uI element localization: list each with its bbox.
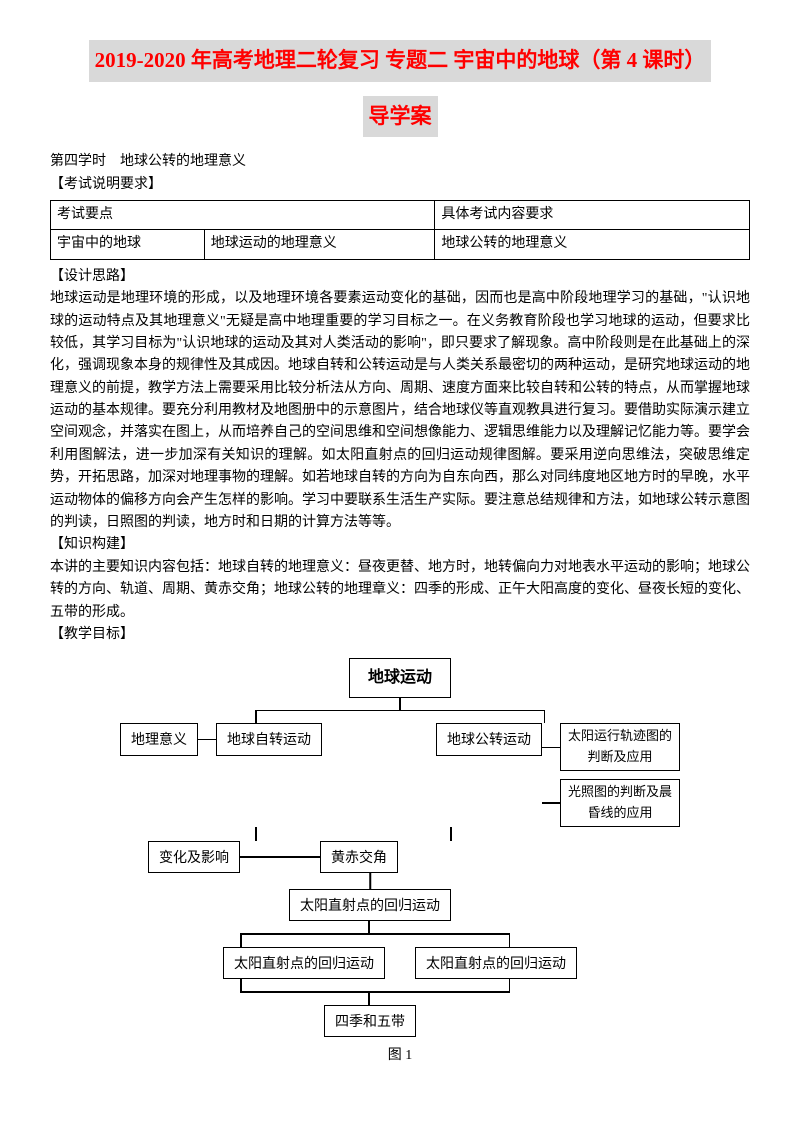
- flowchart: 地球运动 地理意义 地球自转运动 地球公转运动 太阳运行轨迹图的判断及应用: [120, 658, 680, 1067]
- table-cell: 地球公转的地理意义: [435, 230, 750, 259]
- node-change: 变化及影响: [148, 841, 240, 873]
- node-rotation: 地球自转运动: [216, 723, 322, 755]
- lesson-line: 第四学时 地球公转的地理意义: [50, 151, 750, 173]
- table-row: 考试要点 具体考试内容要求: [51, 200, 750, 229]
- section-goal: 【教学目标】: [50, 624, 750, 646]
- figure-caption: 图 1: [120, 1045, 680, 1067]
- main-title: 2019-2020 年高考地理二轮复习 专题二 宇宙中的地球（第 4 课时）: [89, 40, 712, 82]
- section-design: 【设计思路】: [50, 266, 750, 288]
- node-root: 地球运动: [349, 658, 451, 698]
- section-knowledge: 【知识构建】: [50, 534, 750, 556]
- design-text: 地球运动是地理环境的形成，以及地理环境各要素运动变化的基础，因而也是高中阶段地理…: [50, 288, 750, 534]
- node-direct-2: 太阳直射点的回归运动: [223, 947, 385, 979]
- node-geo-meaning: 地理意义: [120, 723, 198, 755]
- node-light: 光照图的判断及晨昏线的应用: [560, 779, 680, 827]
- table-row: 宇宙中的地球 地球运动的地理意义 地球公转的地理意义: [51, 230, 750, 259]
- table-header-1: 考试要点: [51, 200, 435, 229]
- node-seasons: 四季和五带: [324, 1005, 416, 1037]
- table-cell: 宇宙中的地球: [51, 230, 205, 259]
- node-revolution: 地球公转运动: [436, 723, 542, 755]
- sub-title: 导学案: [363, 96, 438, 138]
- requirements-table: 考试要点 具体考试内容要求 宇宙中的地球 地球运动的地理意义 地球公转的地理意义: [50, 200, 750, 260]
- knowledge-text: 本讲的主要知识内容包括：地球自转的地理意义：昼夜更替、地方时，地转偏向力对地表水…: [50, 557, 750, 624]
- node-orbit: 太阳运行轨迹图的判断及应用: [560, 723, 680, 771]
- section-exam-req: 【考试说明要求】: [50, 174, 750, 196]
- table-header-2: 具体考试内容要求: [435, 200, 750, 229]
- node-direct-1: 太阳直射点的回归运动: [289, 889, 451, 921]
- table-cell: 地球运动的地理意义: [204, 230, 435, 259]
- node-direct-3: 太阳直射点的回归运动: [415, 947, 577, 979]
- node-angle: 黄赤交角: [320, 841, 398, 873]
